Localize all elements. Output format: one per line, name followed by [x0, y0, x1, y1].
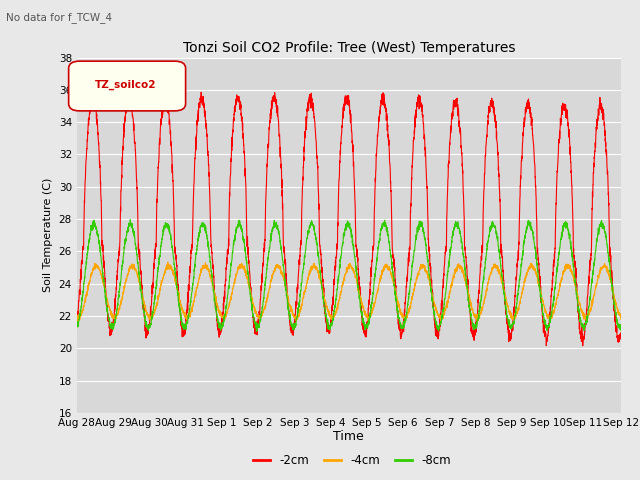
- Text: TZ_soilco2: TZ_soilco2: [95, 80, 157, 90]
- Y-axis label: Soil Temperature (C): Soil Temperature (C): [43, 178, 53, 292]
- Title: Tonzi Soil CO2 Profile: Tree (West) Temperatures: Tonzi Soil CO2 Profile: Tree (West) Temp…: [182, 41, 515, 55]
- X-axis label: Time: Time: [333, 431, 364, 444]
- Text: No data for f_TCW_4: No data for f_TCW_4: [6, 12, 113, 23]
- FancyBboxPatch shape: [68, 61, 186, 111]
- Legend: -2cm, -4cm, -8cm: -2cm, -4cm, -8cm: [248, 449, 456, 472]
